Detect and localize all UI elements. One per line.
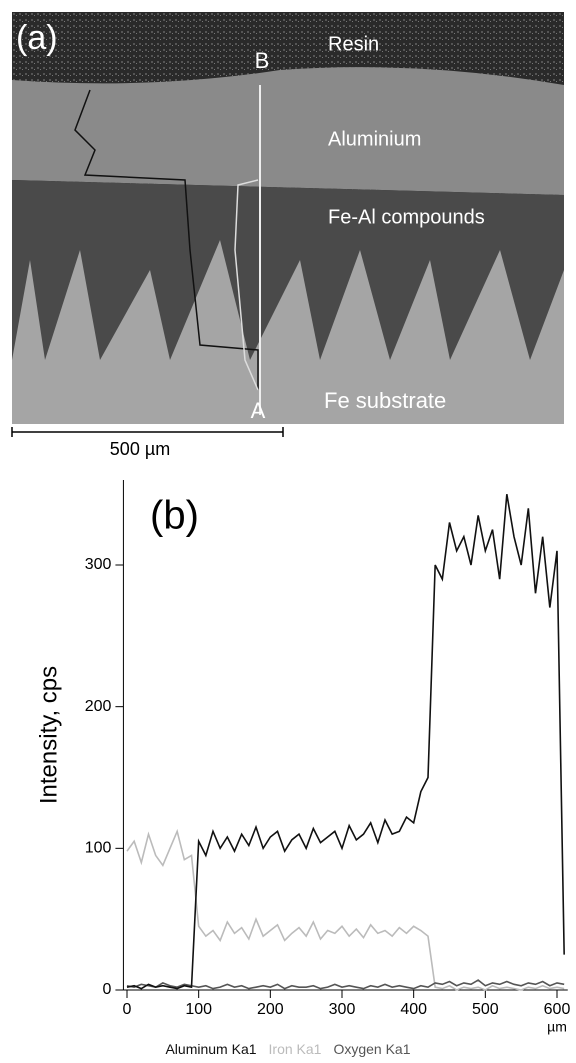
aluminium-layer (12, 67, 564, 195)
legend-entry: Oxygen Ka1 (333, 1041, 410, 1057)
legend-entry: Iron Ka1 (269, 1041, 322, 1057)
x-unit: µm (547, 1019, 567, 1035)
x-tick-label: 200 (257, 1001, 284, 1018)
panel-label: (b) (150, 494, 199, 538)
x-tick-label: 0 (123, 1001, 132, 1018)
point-label: B (255, 48, 270, 73)
point-label: A (251, 398, 266, 423)
y-tick-label: 100 (85, 840, 112, 857)
x-tick-label: 600 (544, 1001, 571, 1018)
y-tick-label: 0 (103, 981, 112, 998)
legend: Aluminum Ka1 Iron Ka1 Oxygen Ka1 (165, 1041, 410, 1057)
series-line (126, 979, 565, 990)
y-axis-label: Intensity, cps (35, 666, 62, 804)
scale-bar (11, 427, 284, 437)
series-line (126, 828, 565, 991)
fe-profile (74, 89, 259, 390)
y-tick-label: 200 (85, 698, 112, 715)
x-tick-label: 300 (329, 1001, 356, 1018)
series-line (126, 494, 565, 990)
layer-label: Aluminium (328, 128, 421, 150)
x-tick-label: 400 (400, 1001, 427, 1018)
layer-label: Resin (328, 33, 379, 55)
panel-label: (a) (16, 19, 58, 57)
scale-label: 500 µm (110, 439, 170, 459)
micrograph: (a) Resin Aluminium Fe-Al compounds Fe s… (12, 12, 564, 424)
layer-label: Fe-Al compounds (328, 206, 485, 228)
legend-entry: Aluminum Ka1 (165, 1041, 256, 1057)
layer-label: Fe substrate (324, 388, 446, 413)
y-tick-label: 300 (85, 556, 112, 573)
al-profile (234, 179, 259, 391)
x-tick-label: 100 (185, 1001, 212, 1018)
substrate-spikes (12, 240, 564, 424)
x-tick-label: 500 (472, 1001, 499, 1018)
